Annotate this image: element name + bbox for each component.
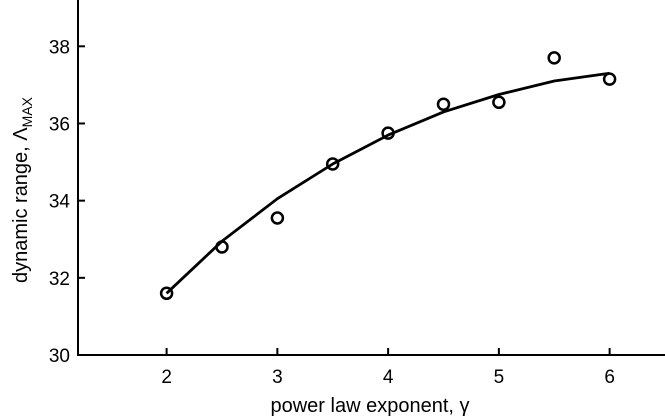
x-tick-label: 4 xyxy=(383,367,394,388)
y-tick-label: 36 xyxy=(49,114,70,135)
y-axis-label: dynamic range, ΛMAX xyxy=(10,96,35,283)
y-axis-label-main: dynamic range, Λ xyxy=(10,127,32,283)
fit-line-series xyxy=(165,71,610,295)
data-points-series xyxy=(159,51,617,301)
data-point xyxy=(602,72,617,86)
data-point xyxy=(325,157,340,171)
y-tick-label: 32 xyxy=(49,269,70,290)
y-axis-label-subscript: MAX xyxy=(19,96,35,127)
y-tick-label: 30 xyxy=(49,346,70,367)
data-point xyxy=(381,126,395,140)
x-tick-label: 6 xyxy=(604,367,615,388)
axes xyxy=(77,0,665,356)
x-ticks: 2 3 4 5 6 xyxy=(161,348,615,388)
x-axis-label: power law exponent, γ xyxy=(270,395,469,417)
x-tick-label: 5 xyxy=(494,367,505,388)
data-point xyxy=(547,51,561,65)
x-tick-label: 2 xyxy=(161,367,172,388)
y-tick-label: 34 xyxy=(49,192,71,213)
y-ticks: 30 32 34 36 38 xyxy=(49,37,85,367)
data-point xyxy=(436,97,451,111)
data-point xyxy=(159,286,174,301)
fit-line xyxy=(165,71,610,295)
x-tick-label: 3 xyxy=(272,367,283,388)
data-point xyxy=(215,240,229,254)
data-point xyxy=(270,211,285,225)
data-point xyxy=(492,95,506,110)
y-tick-label: 38 xyxy=(49,37,70,58)
